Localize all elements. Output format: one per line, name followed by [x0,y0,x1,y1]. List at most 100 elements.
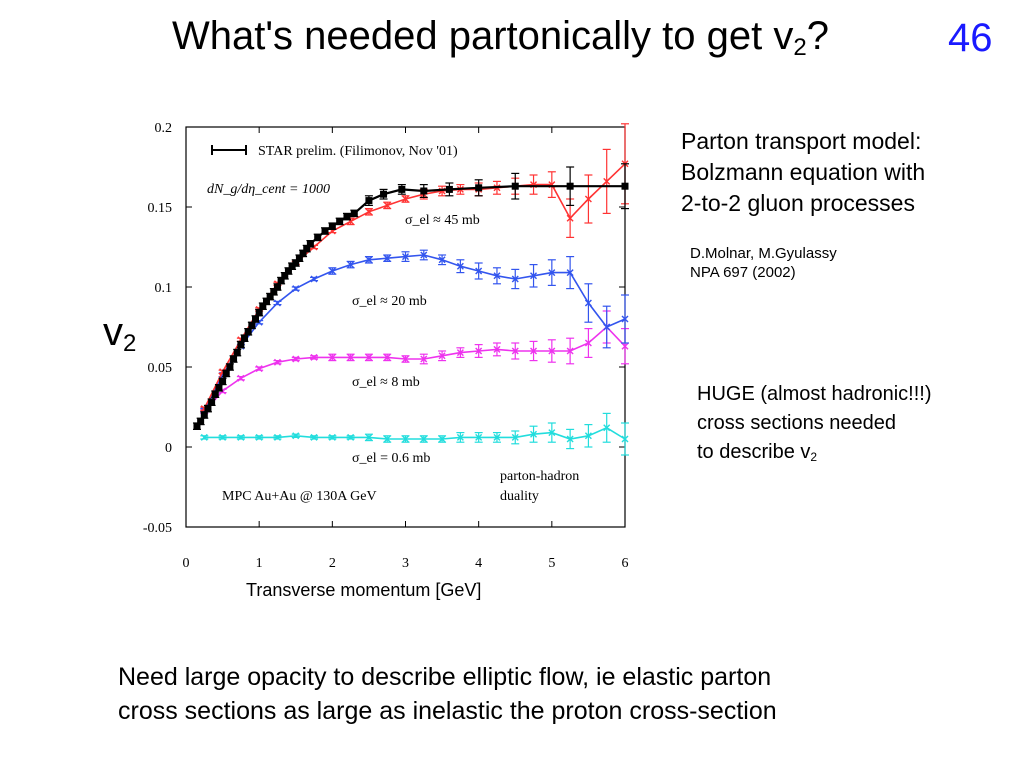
data-point [237,374,245,382]
series-line [204,426,626,440]
label-sigma-06: σ_el = 0.6 mb [352,451,430,466]
data-point [211,390,219,398]
data-point [493,433,501,441]
data-point [584,339,592,347]
series [192,163,629,430]
data-point [530,272,538,280]
data-point [603,177,611,185]
data-point [420,187,428,195]
huge-note: HUGE (almost hadronic!!!) cross sections… [697,380,932,472]
data-point [530,347,538,355]
data-point [511,182,519,190]
data-point [530,430,538,438]
data-point [266,293,274,301]
data-point [336,217,344,225]
data-point [310,433,318,441]
data-point [292,355,300,363]
data-point [273,433,281,441]
data-point [383,353,391,361]
data-point [456,349,464,357]
axis-ticks: 0 1 2 3 4 5 6 -0.05 0 0.05 0.1 0.15 0.2 [143,121,629,571]
data-point [438,256,446,264]
label-duality-1: parton-hadron [500,469,579,484]
y-axis-label: v2 [103,310,136,358]
data-point [383,201,391,209]
series-layer [192,123,629,456]
data-point [475,433,483,441]
data-point [328,222,336,230]
data-point [347,433,355,441]
data-point [603,323,611,331]
data-point [438,435,446,443]
y-tick-label: 0 [165,441,172,456]
data-point [420,355,428,363]
label-duality-2: duality [500,489,539,504]
data-point [219,433,227,441]
reference-line: D.Molnar, M.Gyulassy [690,245,837,262]
data-point [511,433,519,441]
x-tick-label: 5 [548,556,555,571]
data-point [438,352,446,360]
y-tick-label: 0.05 [148,361,173,376]
slide-title: What's needed partonically to get v2? [172,14,829,62]
data-point [475,184,483,192]
data-point [584,432,592,440]
data-point [255,365,263,373]
data-point [259,302,267,310]
data-point [493,272,501,280]
data-point [226,363,234,371]
model-description-line: Bolzmann equation with [681,159,926,185]
series [200,412,629,456]
y-axis-label-subscript: 2 [123,330,137,357]
data-point [566,182,574,190]
data-point [299,249,307,257]
data-point [204,405,212,413]
x-tick-label: 6 [622,556,629,571]
data-point [292,259,300,267]
data-point [273,283,281,291]
data-point [493,345,501,353]
data-point [475,347,483,355]
data-point [365,433,373,441]
annotation-dndeta: dN_g/dη_cent = 1000 [207,182,330,197]
series [200,310,629,416]
data-point [281,272,289,280]
data-point [277,277,285,285]
annotations: STAR prelim. (Filimonov, Nov '01) dN_g/d… [207,144,579,504]
bottom-statement-line: Need large opacity to describe elliptic … [118,663,772,691]
data-point [219,377,227,385]
data-point [566,214,574,222]
data-point [548,429,556,437]
data-point [548,347,556,355]
data-point [284,267,292,275]
data-point [603,424,611,432]
data-point [262,297,270,305]
x-axis-label: Transverse momentum [GeV] [246,580,482,600]
data-point [383,435,391,443]
data-point [365,208,373,216]
data-point [255,433,263,441]
reference-line: NPA 697 (2002) [690,264,796,281]
data-point [566,435,574,443]
data-point [248,321,256,329]
label-sigma-45: σ_el ≈ 45 mb [405,213,480,228]
y-tick-label: -0.05 [143,521,172,536]
title-subscript: 2 [793,34,807,61]
huge-note-line: cross sections needed [697,412,897,434]
x-tick-label: 0 [183,556,190,571]
data-point [621,315,629,323]
y-tick-label: 0.15 [148,201,173,216]
reference: D.Molnar, M.Gyulassy NPA 697 (2002) [690,244,837,282]
bottom-statement-line: cross sections as large as inelastic the… [118,697,777,725]
data-point [365,353,373,361]
data-point [621,182,629,190]
label-sigma-8: σ_el ≈ 8 mb [352,375,420,390]
data-point [252,315,260,323]
data-point [241,334,249,342]
data-point [244,328,252,336]
data-point [347,217,355,225]
data-point [402,435,409,443]
data-point [380,190,388,198]
data-point [566,347,574,355]
data-point [475,267,483,275]
